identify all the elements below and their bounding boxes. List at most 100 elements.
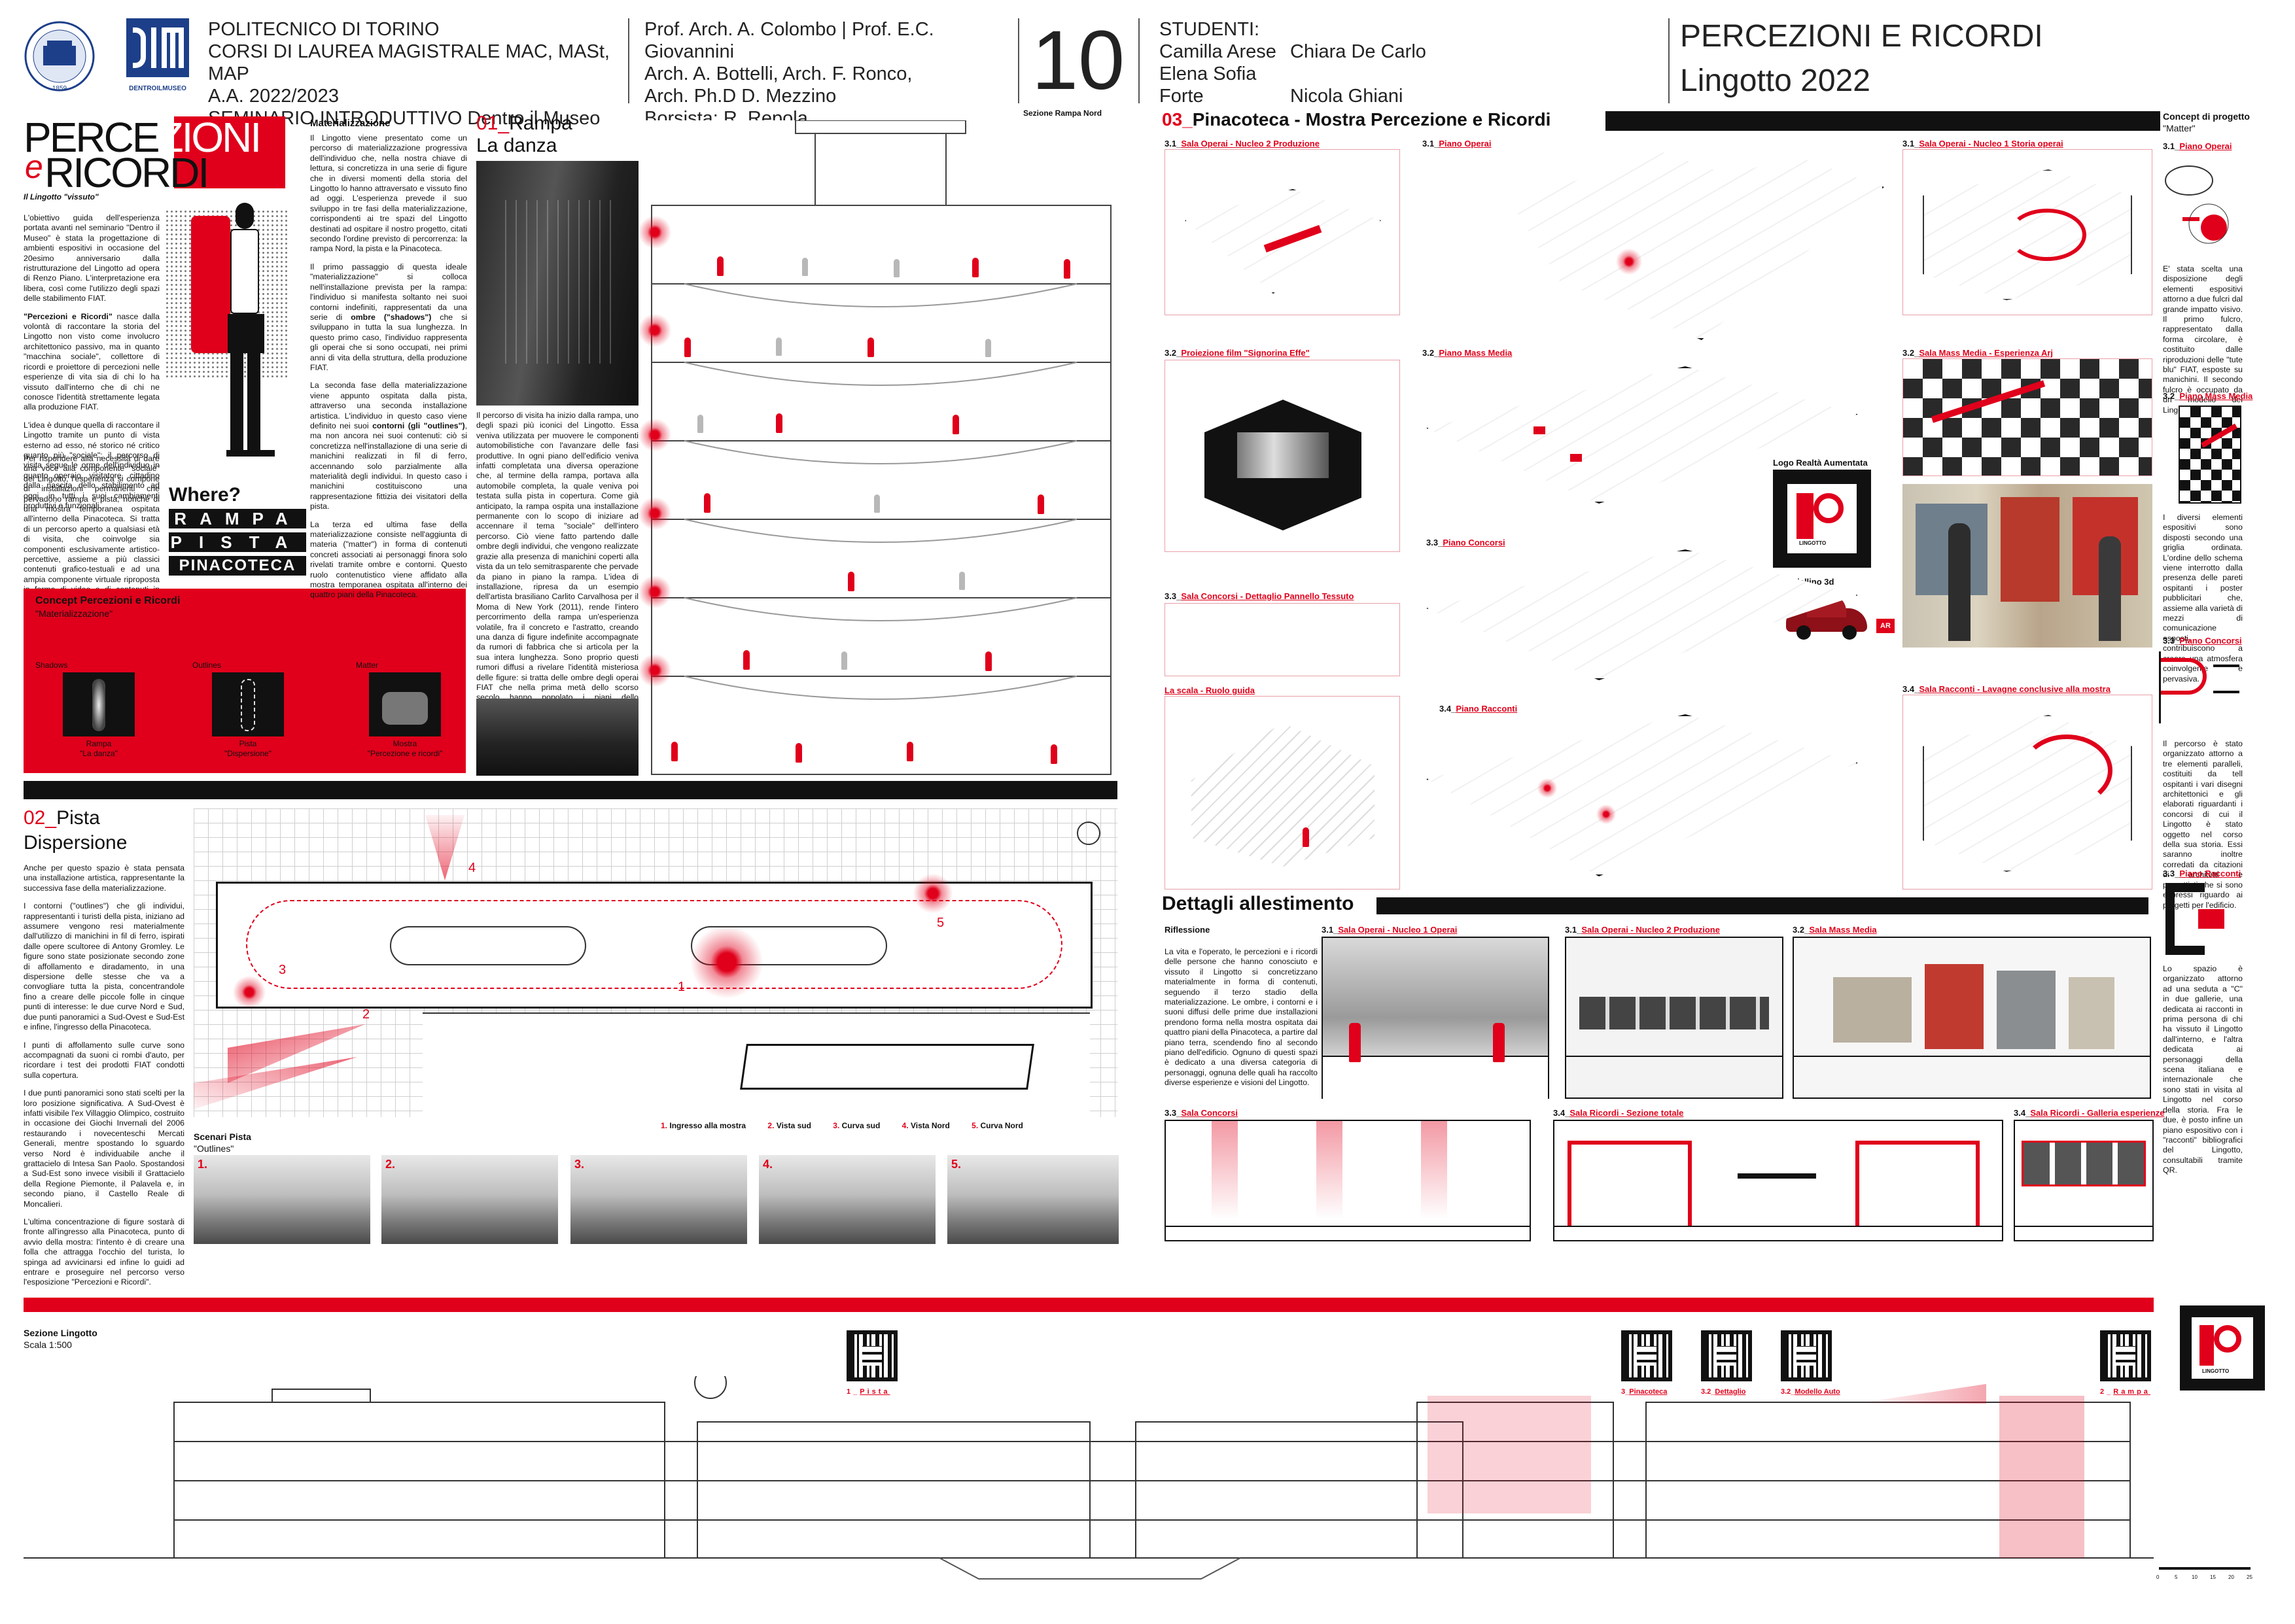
where-heading: Where? xyxy=(169,484,241,506)
school-line: A.A. 2022/2023 xyxy=(208,86,339,107)
lingotto-logo: LINGOTTO xyxy=(2180,1305,2265,1391)
logo-word-zioni: ZIONI xyxy=(158,114,262,161)
dettagli-heading: Dettagli allestimento xyxy=(1162,893,1354,914)
concept-item-text: Il percorso è stato organizzato attorno … xyxy=(2163,739,2243,910)
concept-icon-operai xyxy=(2163,154,2241,252)
silhouette-illustration xyxy=(165,196,289,484)
sala-racconti-drawing xyxy=(1902,695,2152,890)
percezioni-logo: PERCEZIONI e RICORDI xyxy=(24,116,318,194)
intro-paragraph: L'idea è dunque quella di raccontare il … xyxy=(24,420,160,510)
section-band xyxy=(24,781,1117,799)
panel-sala-mass-media xyxy=(1793,937,2151,1099)
label: 3.3_Sala Concorsi - Dettaglio Pannello T… xyxy=(1165,591,1354,601)
intro-paragraph-bold: "Percezioni e Ricordi" xyxy=(24,311,113,321)
sezione-band xyxy=(24,1298,2154,1312)
sezione-scale: Scala 1:500 xyxy=(24,1339,72,1350)
qr-code-dettaglio[interactable] xyxy=(1698,1328,1755,1384)
pista-point-number: 3 xyxy=(279,963,287,977)
scenario-photo-3: 3. xyxy=(570,1155,747,1244)
sala-operai-2-drawing xyxy=(1165,149,1400,315)
rampa-text: Il percorso di visita ha inizio dalla ra… xyxy=(476,411,639,722)
concept-col-head: Shadows xyxy=(35,661,68,670)
qr-code-modello-auto[interactable] xyxy=(1778,1328,1834,1384)
board-number: 10 xyxy=(1031,14,1125,107)
scale-bar: 0 5 10 15 20 25 xyxy=(2156,1567,2261,1583)
main-subtitle: Lingotto 2022 xyxy=(1680,63,1870,98)
scenario-photo-1: 1. xyxy=(194,1155,370,1244)
concept-progetto-title: Concept di progetto xyxy=(2163,111,2250,122)
qr-code-pinacoteca[interactable] xyxy=(1619,1328,1675,1384)
materializzazione-title: Materializzazione xyxy=(310,118,391,129)
header-divider xyxy=(628,18,629,103)
intro-text-lower: Per rispondere alla necessità di dare un… xyxy=(24,454,160,605)
posters-photo xyxy=(1902,484,2152,648)
where-item-rampa: RAMPA xyxy=(169,509,306,528)
qr-code-rampa[interactable] xyxy=(2097,1328,2154,1384)
pista-point-number: 2 xyxy=(362,1007,370,1022)
dim-logo: DENTROILMUSEO xyxy=(126,18,189,98)
panel-label: 3.4_Sala Ricordi - Galleria esperienze xyxy=(2014,1108,2165,1118)
scenari-title: Scenari Pista xyxy=(194,1132,251,1142)
rampa-heading: 01_Rampa xyxy=(476,112,572,134)
concept-title: Concept Percezioni e Ricordi xyxy=(35,595,181,606)
shadow-figure-image xyxy=(63,672,135,736)
pista-heading: 02_Pista xyxy=(24,807,100,829)
label: 3.2_Sala Mass Media - Esperienza Arj xyxy=(1902,348,2054,358)
intro-paragraph: L'obiettivo guida dell'esperienza portat… xyxy=(24,213,160,303)
concept-caption: Pista "Dispersione" xyxy=(224,739,272,758)
sala-operai-1-drawing xyxy=(1902,149,2152,315)
pista-legend: 1. Ingresso alla mostra 2. Vista sud 3. … xyxy=(661,1121,1023,1130)
main-title: PERCEZIONI E RICORDI xyxy=(1680,19,2043,54)
concept-item-text: I diversi elementi espositivi sono dispo… xyxy=(2163,513,2243,683)
riflessione-title: Riflessione xyxy=(1165,925,1210,935)
qr-code-pista[interactable] xyxy=(844,1328,900,1384)
materializzazione-paragraph: Il Lingotto viene presentato come un per… xyxy=(310,133,467,254)
student-name: Elena Sofia Forte xyxy=(1159,63,1257,107)
riflessione-text: La vita e l'operato, le percezioni e i r… xyxy=(1165,947,1318,1088)
concept-item-text: Lo spazio è organizzato attorno ad una s… xyxy=(2163,964,2243,1175)
dettagli-band xyxy=(1376,897,2148,914)
panel-sala-ricordi-totale xyxy=(1553,1120,2003,1241)
intro-text: L'obiettivo guida dell'esperienza portat… xyxy=(24,213,160,511)
seal-year: 1859 xyxy=(52,85,67,92)
piano-operai-axon xyxy=(1511,152,1884,340)
concept-item-label: 3.2_Piano Mass Media xyxy=(2163,391,2253,401)
qr-label: 3.2_Dettaglio xyxy=(1701,1388,1746,1396)
label: 3.1_Sala Operai - Nucleo 1 Storia operai xyxy=(1902,139,2063,148)
students-label: STUDENTI: xyxy=(1159,19,1260,40)
outline-figure-image xyxy=(212,672,284,736)
label: La scala - Ruolo guida xyxy=(1165,685,1255,695)
concept-caption: Rampa "La danza" xyxy=(80,739,118,758)
logo-word-ricordi: RICORDI xyxy=(44,149,209,196)
concept-box: Concept Percezioni e Ricordi "Materializ… xyxy=(24,589,466,773)
concept-item-label: 3.1_Piano Operai xyxy=(2163,141,2232,151)
intro-tagline: Il Lingotto "vissuto" xyxy=(24,192,99,201)
professor-line: Prof. Arch. A. Colombo | Prof. E.C. Giov… xyxy=(644,19,934,62)
pinacoteca-band xyxy=(1605,111,2160,131)
pista-subheading: Dispersione xyxy=(24,832,128,854)
pista-plan: 1 2 3 4 5 xyxy=(194,808,1117,1117)
piano-racconti-axon xyxy=(1426,714,1858,876)
scala-drawing xyxy=(1165,696,1400,890)
scenari-subtitle: "Outlines" xyxy=(194,1143,234,1154)
student-name: Camilla Arese xyxy=(1159,41,1276,62)
piano-concorsi-axon xyxy=(1426,549,1858,680)
rampa-bottom-photo xyxy=(476,699,639,776)
concept-subtitle: "Materializzazione" xyxy=(35,608,113,619)
materializzazione-text: Il Lingotto viene presentato come un per… xyxy=(310,133,468,600)
professors: Prof. Arch. A. Colombo | Prof. E.C. Giov… xyxy=(644,18,1011,130)
panel-label: 3.3_Sala Concorsi xyxy=(1165,1108,1238,1118)
pinacoteca-heading: 03_Pinacoteca - Mostra Percezione e Rico… xyxy=(1162,109,1551,130)
student-name: Nicola Ghiani xyxy=(1290,86,1403,107)
pista-point-number: 5 xyxy=(937,916,945,930)
label: 3.1_Piano Operai xyxy=(1422,139,1492,148)
label: 3.4_Sala Racconti - Lavagne conclusive a… xyxy=(1902,684,2111,694)
concept-icon-mass-media xyxy=(2179,406,2241,504)
pista-point-number: 4 xyxy=(468,861,476,875)
school-line: CORSI DI LAUREA MAGISTRALE MAC, MASt, MA… xyxy=(208,41,610,84)
scenario-photo-2: 2. xyxy=(381,1155,558,1244)
rampa-section-label: Sezione Rampa Nord xyxy=(1023,109,1102,118)
panel-sala-operai-1 xyxy=(1322,937,1549,1099)
concept-item-label: 3.3_Piano Concorsi xyxy=(2163,636,2242,646)
panel-label: 3.4_Sala Ricordi - Sezione totale xyxy=(1553,1108,1684,1118)
